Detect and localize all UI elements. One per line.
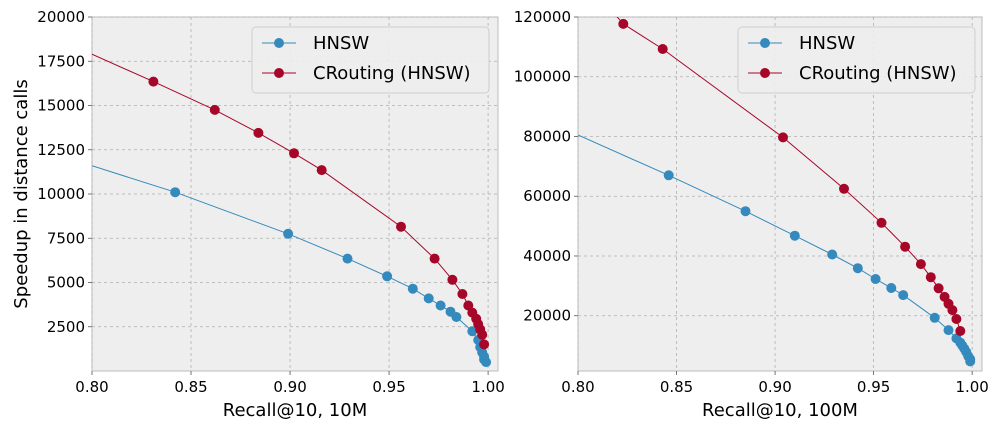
- left-x-axis-label: Recall@10, 10M: [223, 400, 367, 421]
- left-x-tick-label: 0.90: [273, 378, 306, 396]
- right-y-tick-label: 120000: [514, 8, 571, 26]
- left-hnsw-point: [423, 293, 434, 304]
- right-y-tick-label: 100000: [514, 68, 571, 86]
- left-y-tick-label: 7500: [47, 229, 85, 247]
- left-legend-hnsw-label: HNSW: [313, 33, 369, 54]
- left-hnsw-point: [170, 187, 181, 198]
- left-y-tick-label: 2500: [47, 318, 85, 336]
- left-crouting-point: [253, 127, 264, 138]
- left-y-tick-label: 20000: [37, 8, 85, 26]
- right-crouting-point: [915, 259, 926, 270]
- right-hnsw-point: [663, 170, 674, 181]
- left-crouting-point: [477, 329, 488, 340]
- left-hnsw-point: [481, 357, 492, 368]
- right-hnsw-point: [827, 249, 838, 260]
- right-hnsw-point: [870, 274, 881, 284]
- left-hnsw-point: [451, 312, 462, 322]
- right-y-tick-label: 60000: [523, 187, 571, 205]
- right-hnsw-point: [943, 325, 954, 336]
- right-legend-hnsw-marker: [760, 38, 770, 48]
- left-legend: HNSW CRouting (HNSW): [251, 26, 490, 94]
- right-crouting-point: [876, 217, 887, 228]
- right-hnsw-point: [965, 356, 976, 367]
- left-x-tick-label: 1.00: [471, 378, 504, 396]
- left-y-tick-label: 5000: [47, 274, 85, 292]
- left-hnsw-point: [342, 253, 353, 264]
- right-crouting-point: [955, 326, 966, 336]
- left-y-tick-label: 15000: [37, 97, 85, 115]
- left-hnsw-point: [283, 228, 294, 239]
- right-x-tick-label: 0.95: [857, 378, 890, 396]
- y-axis-label: Speedup in distance calls: [11, 79, 32, 308]
- right-hnsw-point: [929, 312, 940, 323]
- right-ticks: 0.80 0.85 0.90 0.95 1.00 20000 40000 60000 80000…: [514, 8, 989, 396]
- right-hnsw-point: [898, 290, 909, 301]
- left-crouting-point: [396, 221, 406, 232]
- right-legend-crouting-label: CRouting (HNSW): [799, 63, 957, 84]
- right-crouting-point: [657, 44, 668, 54]
- left-hnsw-point: [435, 300, 446, 311]
- left-crouting-point: [457, 289, 468, 299]
- left-x-tick-label: 0.80: [75, 378, 108, 396]
- right-crouting-point: [778, 132, 788, 143]
- right-crouting-point: [951, 314, 962, 324]
- right-hnsw-point: [740, 206, 751, 217]
- right-hnsw-point: [852, 263, 863, 274]
- left-y-tick-label: 17500: [37, 52, 85, 70]
- left-crouting-point: [429, 253, 440, 264]
- right-x-axis-label: Recall@10, 100M: [702, 400, 858, 421]
- right-legend-box: [737, 26, 976, 94]
- left-series: [92, 53, 492, 368]
- left-crouting-point: [209, 104, 220, 115]
- left-hnsw-point: [382, 271, 393, 282]
- left-x-tick-label: 0.95: [372, 378, 405, 396]
- right-x-tick-label: 0.85: [660, 378, 693, 396]
- right-crouting-point: [925, 272, 936, 283]
- right-series: [578, 17, 976, 367]
- left-x-tick-label: 0.85: [174, 378, 207, 396]
- left-hnsw-point: [467, 326, 478, 337]
- left-hnsw-point: [407, 283, 418, 294]
- left-y-tick-label: 10000: [37, 185, 85, 203]
- right-x-tick-label: 0.90: [758, 378, 791, 396]
- right-hnsw-point: [789, 230, 800, 241]
- right-legend: HNSW CRouting (HNSW): [737, 26, 976, 94]
- right-y-tick-label: 40000: [523, 247, 571, 265]
- left-ticks: 0.80 0.85 0.90 0.95 1.00 2500 5000 7500 10000 125…: [37, 8, 505, 396]
- left-legend-crouting-label: CRouting (HNSW): [313, 63, 471, 84]
- left-crouting-point: [289, 148, 299, 159]
- left-legend-box: [251, 26, 490, 94]
- left-legend-crouting-marker: [274, 68, 284, 78]
- right-x-tick-label: 0.80: [561, 378, 594, 396]
- right-hnsw-point: [886, 283, 897, 293]
- left-crouting-point: [479, 339, 490, 350]
- right-crouting-point: [933, 283, 944, 294]
- right-chart: 0.80 0.85 0.90 0.95 1.00 20000 40000 60000 80000…: [514, 8, 989, 421]
- right-y-tick-label: 20000: [523, 307, 571, 325]
- left-crouting-point: [148, 76, 159, 87]
- left-crouting-point: [316, 165, 327, 176]
- right-x-tick-label: 1.00: [955, 378, 988, 396]
- right-legend-crouting-marker: [760, 68, 770, 78]
- left-legend-hnsw-marker: [274, 38, 284, 48]
- left-y-tick-label: 12500: [37, 141, 85, 159]
- right-y-tick-label: 80000: [523, 127, 571, 145]
- right-crouting-point: [839, 183, 849, 194]
- right-crouting-point: [947, 305, 958, 316]
- left-crouting-point: [447, 274, 458, 285]
- right-crouting-point: [900, 241, 911, 252]
- right-crouting-point: [618, 18, 629, 29]
- right-legend-hnsw-label: HNSW: [799, 33, 855, 54]
- left-chart: 0.80 0.85 0.90 0.95 1.00 2500 5000 7500 10000 125…: [37, 8, 505, 421]
